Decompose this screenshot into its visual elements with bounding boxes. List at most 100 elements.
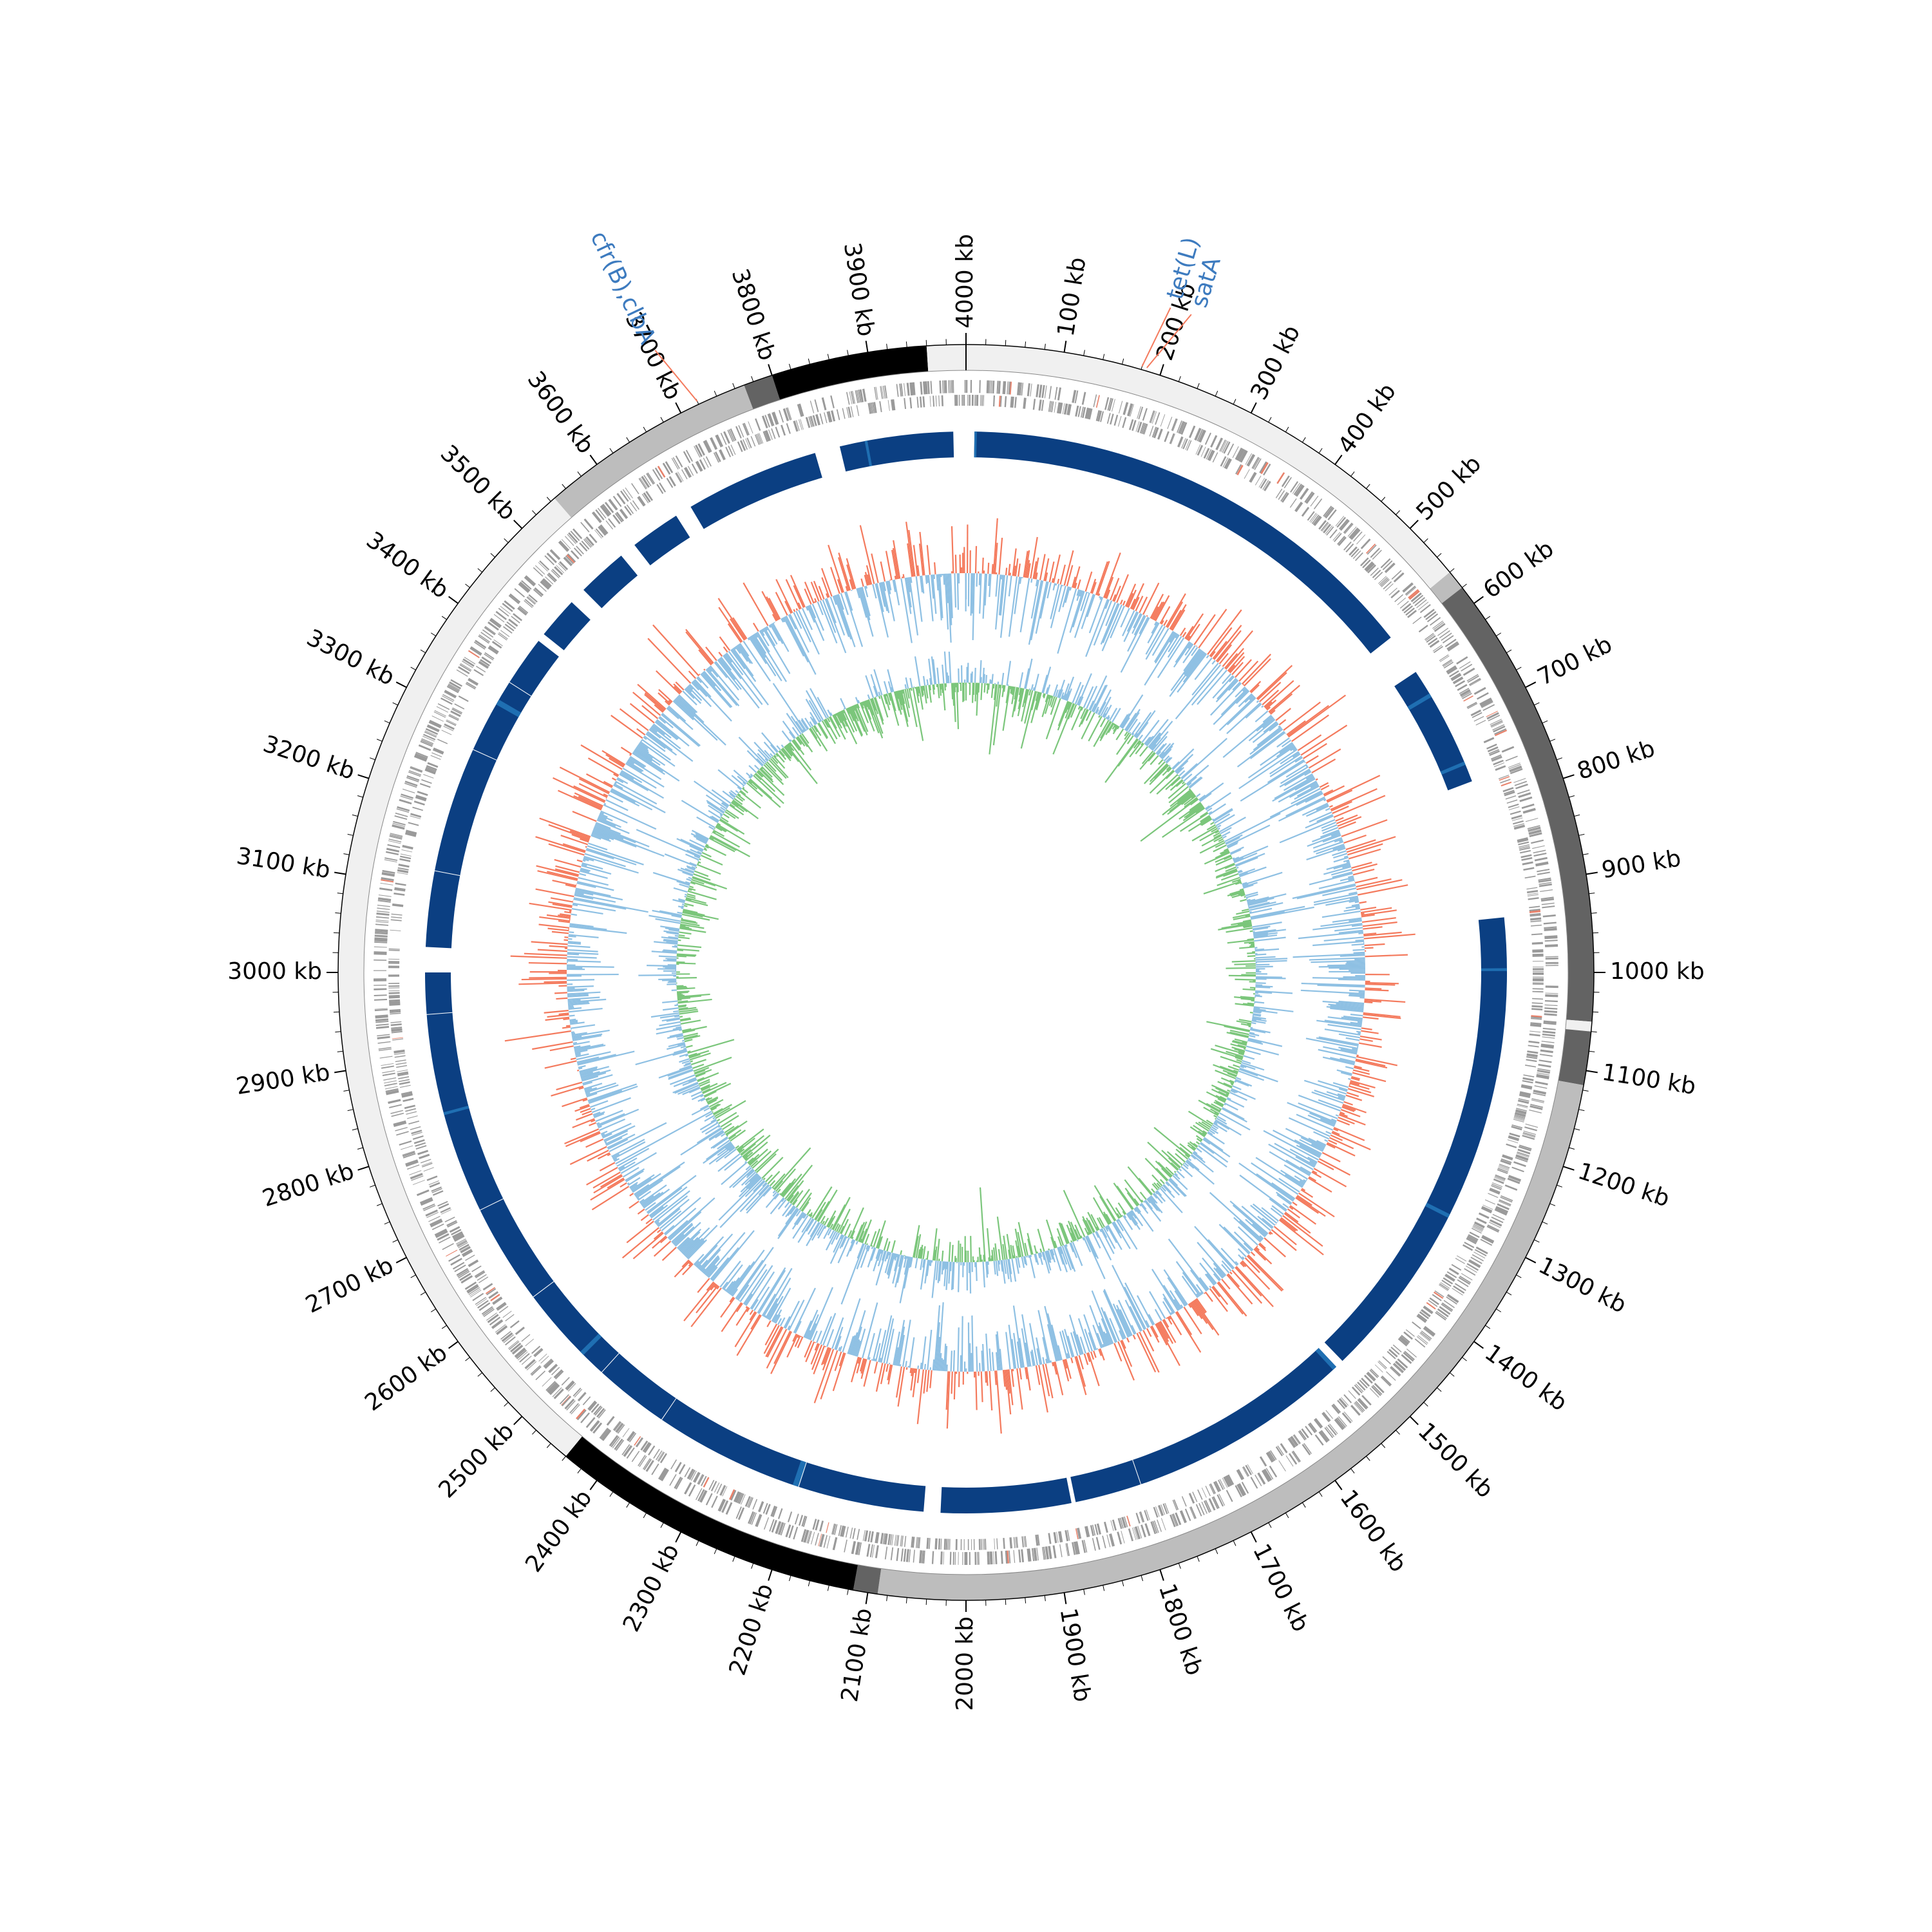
cds-feature	[737, 441, 743, 452]
cds-feature	[1381, 1375, 1392, 1386]
gc-bar	[1220, 1247, 1238, 1266]
cds-feature	[1117, 1531, 1122, 1545]
gc-skew-bar	[1018, 688, 1023, 702]
cds-feature	[375, 1018, 389, 1022]
gc-bar	[735, 1260, 764, 1300]
cds-feature	[871, 1544, 875, 1558]
gc-skew-bar	[1020, 690, 1036, 749]
homology-gap-line	[661, 1398, 677, 1420]
gc-bar	[1255, 1157, 1303, 1188]
gc-bar	[908, 529, 916, 577]
gc-bar	[1329, 804, 1333, 808]
gc-bar	[1298, 1102, 1338, 1119]
gc-bar	[645, 1202, 656, 1211]
gc-bar	[1019, 576, 1022, 584]
cds-feature	[1246, 453, 1255, 466]
cds-feature	[1488, 1222, 1501, 1228]
minor-tick	[643, 1512, 647, 1519]
cds-feature	[638, 1455, 646, 1466]
cds-feature	[524, 600, 533, 608]
cds-feature	[658, 1467, 666, 1479]
gc-skew-bar	[1240, 1065, 1244, 1068]
gc-bar	[1323, 789, 1334, 795]
cds-feature	[1451, 674, 1462, 681]
gc-skew-bar	[1218, 838, 1224, 842]
gc-bar	[1016, 1341, 1022, 1368]
gc-skew-bar	[1139, 1204, 1142, 1207]
gc-bar	[580, 870, 608, 879]
cds-feature	[956, 395, 958, 406]
cds-feature	[1024, 397, 1027, 409]
gc-bar	[1332, 850, 1347, 857]
gc-skew-bar	[1198, 1099, 1220, 1113]
gc-bar	[674, 1222, 701, 1247]
cds-feature	[857, 1529, 860, 1540]
gc-skew-bar	[1170, 1162, 1179, 1170]
contig-segment	[744, 375, 781, 410]
gc-bar	[580, 1066, 610, 1075]
contig-segment	[1565, 1019, 1592, 1032]
cds-feature	[377, 898, 392, 902]
gc-bar	[1352, 1048, 1358, 1051]
gc-bar	[1175, 664, 1222, 720]
cds-feature	[568, 532, 578, 544]
cds-feature	[452, 707, 463, 714]
cds-feature	[643, 1442, 650, 1453]
gc-bar	[1269, 1151, 1311, 1177]
cds-feature	[397, 867, 409, 871]
gc-skew-bar	[1155, 1160, 1172, 1178]
cds-feature	[1513, 1119, 1524, 1122]
gc-bar	[1088, 1332, 1096, 1351]
gc-skew-bar	[1123, 1215, 1127, 1218]
cds-feature	[977, 395, 979, 406]
gc-bar	[607, 1139, 629, 1150]
cds-feature	[491, 641, 502, 649]
minor-tick	[1318, 448, 1323, 453]
gc-skew-bar	[1041, 1251, 1045, 1260]
gc-bar	[867, 574, 871, 585]
cds-feature	[1466, 674, 1479, 681]
cds-feature	[473, 669, 484, 676]
cds-feature	[1505, 795, 1517, 800]
gc-bar	[1090, 578, 1097, 594]
cds-feature	[534, 1349, 544, 1358]
cds-feature	[691, 463, 698, 474]
gc-bar	[762, 1267, 793, 1317]
gc-bar	[1220, 688, 1248, 715]
cds-feature	[489, 1316, 501, 1326]
major-tick	[865, 1592, 869, 1604]
cds-feature	[1545, 985, 1558, 988]
cds-feature	[468, 1259, 478, 1266]
gc-skew-bar	[1088, 1220, 1095, 1233]
cds-feature	[1483, 737, 1495, 744]
cds-feature	[1421, 1331, 1432, 1340]
gc-skew-bar	[1012, 686, 1015, 696]
gc-bar	[1300, 989, 1365, 995]
cds-feature	[1532, 845, 1545, 849]
major-tick	[1586, 1070, 1598, 1074]
cds-feature	[735, 426, 742, 439]
cds-feature	[561, 1395, 571, 1406]
cds-feature	[1374, 1364, 1383, 1373]
gc-bar	[865, 585, 868, 589]
gc-bar	[1106, 589, 1111, 599]
gc-skew-bar	[1050, 696, 1056, 708]
cds-feature	[390, 929, 401, 931]
cds-feature	[400, 853, 412, 857]
cds-feature	[1521, 857, 1533, 861]
gc-skew-bar	[1027, 1238, 1032, 1255]
cds-feature	[1545, 996, 1558, 998]
cds-feature	[1497, 1169, 1508, 1175]
cds-feature	[621, 1444, 630, 1455]
cds-feature	[1447, 668, 1458, 675]
gc-bar	[1316, 843, 1345, 855]
gc-bar	[700, 673, 732, 708]
gc-skew-bar	[1105, 1226, 1109, 1230]
cds-feature	[408, 771, 421, 777]
cds-feature	[1526, 1053, 1538, 1057]
cds-feature	[524, 1359, 536, 1370]
cds-feature	[460, 1245, 470, 1253]
gc-bar	[1074, 582, 1077, 589]
cds-feature	[875, 1531, 878, 1544]
cds-feature	[400, 795, 413, 800]
